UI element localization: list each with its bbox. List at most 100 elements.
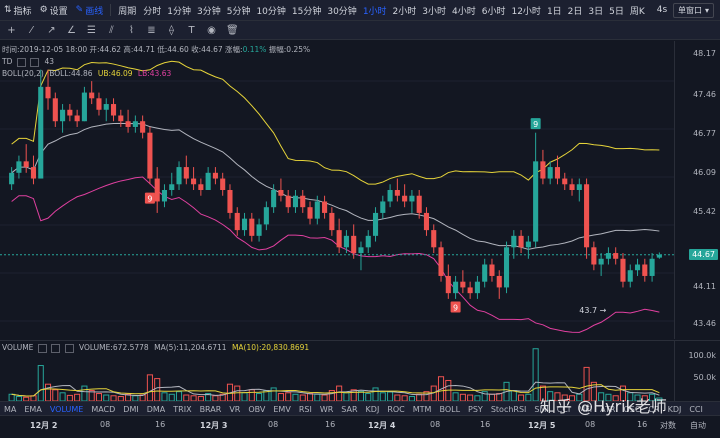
indicator-tab-19[interactable]: StochRSI	[490, 404, 527, 414]
candle[interactable]	[9, 167, 15, 190]
candle[interactable]	[176, 161, 182, 190]
candle[interactable]	[227, 184, 233, 219]
trash-icon[interactable]: 🗑	[226, 24, 239, 36]
indicator-tab-16[interactable]: MTM	[412, 404, 432, 414]
candle[interactable]	[336, 218, 342, 254]
pattern-tool-icon[interactable]: ⟠	[169, 24, 174, 36]
indicator-tab-8[interactable]: VR	[229, 404, 241, 414]
candle[interactable]	[562, 172, 568, 190]
indicator-tab-17[interactable]: BOLL	[439, 404, 461, 414]
candle[interactable]	[642, 258, 648, 282]
candle[interactable]	[45, 69, 51, 110]
candle[interactable]	[125, 109, 131, 133]
candle[interactable]	[81, 86, 87, 122]
crosshair-icon[interactable]: +	[7, 24, 16, 36]
indicator-button[interactable]: ⇅ 指标	[4, 5, 32, 17]
candle[interactable]	[38, 69, 44, 179]
indicator-tab-1[interactable]: EMA	[24, 404, 42, 414]
candle[interactable]	[285, 190, 291, 213]
candle[interactable]	[89, 81, 95, 105]
indicator-tab-2[interactable]: VOLUME	[49, 404, 84, 414]
timeframe-16[interactable]: 5日	[609, 6, 624, 17]
candle[interactable]	[372, 207, 379, 242]
candle[interactable]	[423, 207, 430, 236]
draw-button[interactable]: ✎ 画线	[75, 5, 104, 17]
candle[interactable]	[482, 258, 488, 288]
timeframe-8[interactable]: 2小时	[392, 6, 417, 17]
indicator-tab-7[interactable]: BRAR	[199, 404, 222, 414]
candle[interactable]	[220, 172, 226, 196]
candle[interactable]	[118, 109, 124, 127]
candle[interactable]	[74, 109, 80, 127]
candle[interactable]	[605, 247, 611, 265]
timeframe-12[interactable]: 12小时	[511, 6, 541, 17]
ray-tool-icon[interactable]: ↗	[47, 24, 56, 36]
eye-icon[interactable]: ◉	[207, 24, 216, 36]
polyline-tool-icon[interactable]: ⌇	[129, 24, 134, 36]
timeframe-9[interactable]: 3小时	[422, 6, 447, 17]
indicator-tab-3[interactable]: MACD	[91, 404, 116, 414]
candle[interactable]	[540, 149, 546, 185]
channel-tool-icon[interactable]: ⫽	[109, 24, 114, 36]
indicator-tab-15[interactable]: ROC	[387, 404, 405, 414]
candle[interactable]	[278, 178, 284, 202]
candle[interactable]	[16, 155, 22, 179]
indicator-tab-21[interactable]: CCI	[556, 404, 571, 414]
timeframe-11[interactable]: 6小时	[481, 6, 506, 17]
candle[interactable]	[554, 155, 561, 185]
settings-button[interactable]: ⚙ 设置	[39, 5, 68, 17]
candle[interactable]	[241, 212, 248, 236]
candle[interactable]	[96, 92, 102, 116]
price-chart[interactable]: 9 9 9 43.7 →	[0, 41, 675, 339]
candle[interactable]	[60, 104, 66, 133]
candle[interactable]	[591, 241, 597, 271]
candle[interactable]	[627, 264, 633, 288]
candle[interactable]	[496, 270, 502, 299]
candle[interactable]	[205, 167, 211, 190]
timeframe-10[interactable]: 4小时	[452, 6, 476, 17]
candle[interactable]	[649, 253, 655, 282]
candle[interactable]	[154, 167, 160, 213]
indicator-tab-4[interactable]: DMI	[123, 404, 139, 414]
candle[interactable]	[147, 126, 153, 185]
angle-tool-icon[interactable]: ∠	[67, 24, 76, 36]
text-tool-icon[interactable]: T	[188, 24, 195, 36]
candle[interactable]	[191, 167, 197, 190]
candle[interactable]	[110, 98, 117, 122]
candle[interactable]	[103, 98, 109, 122]
candle[interactable]	[431, 224, 437, 254]
candle[interactable]	[212, 167, 218, 185]
indicator-tab-25[interactable]: CR	[648, 404, 660, 414]
indicator-tab-27[interactable]: CCI	[689, 404, 703, 414]
window-select[interactable]: 单窗口 ▾	[672, 3, 714, 18]
timeframe-6[interactable]: 30分钟	[327, 6, 357, 17]
candle[interactable]	[161, 184, 168, 208]
timeframe-0[interactable]: 分时	[143, 6, 162, 17]
candle[interactable]	[474, 275, 480, 299]
settings-toggle-icon[interactable]	[51, 343, 61, 353]
timeframe-4[interactable]: 10分钟	[256, 6, 286, 17]
indicator-tab-0[interactable]: MA	[4, 404, 17, 414]
candle[interactable]	[387, 184, 393, 208]
candle[interactable]	[402, 184, 408, 208]
indicator-tab-26[interactable]: KDJ	[667, 404, 682, 414]
candle[interactable]	[343, 230, 349, 254]
candle[interactable]	[329, 207, 335, 236]
candle[interactable]	[300, 190, 306, 213]
indicator-tab-13[interactable]: SAR	[341, 404, 358, 414]
timeframe-5[interactable]: 15分钟	[291, 6, 322, 17]
candle[interactable]	[30, 155, 37, 185]
close-icon[interactable]	[64, 343, 74, 353]
candle[interactable]	[569, 178, 575, 196]
candle[interactable]	[322, 195, 328, 219]
timeframe-14[interactable]: 2日	[567, 6, 583, 17]
settings-toggle-icon[interactable]	[30, 57, 40, 67]
candle[interactable]	[52, 92, 58, 127]
candle[interactable]	[634, 258, 641, 276]
timeframe-1[interactable]: 1分钟	[167, 6, 191, 17]
candle[interactable]	[292, 190, 299, 213]
candle[interactable]	[416, 190, 422, 219]
candle[interactable]	[438, 241, 444, 282]
candle[interactable]	[351, 224, 357, 259]
indicator-tab-10[interactable]: EMV	[273, 404, 291, 414]
